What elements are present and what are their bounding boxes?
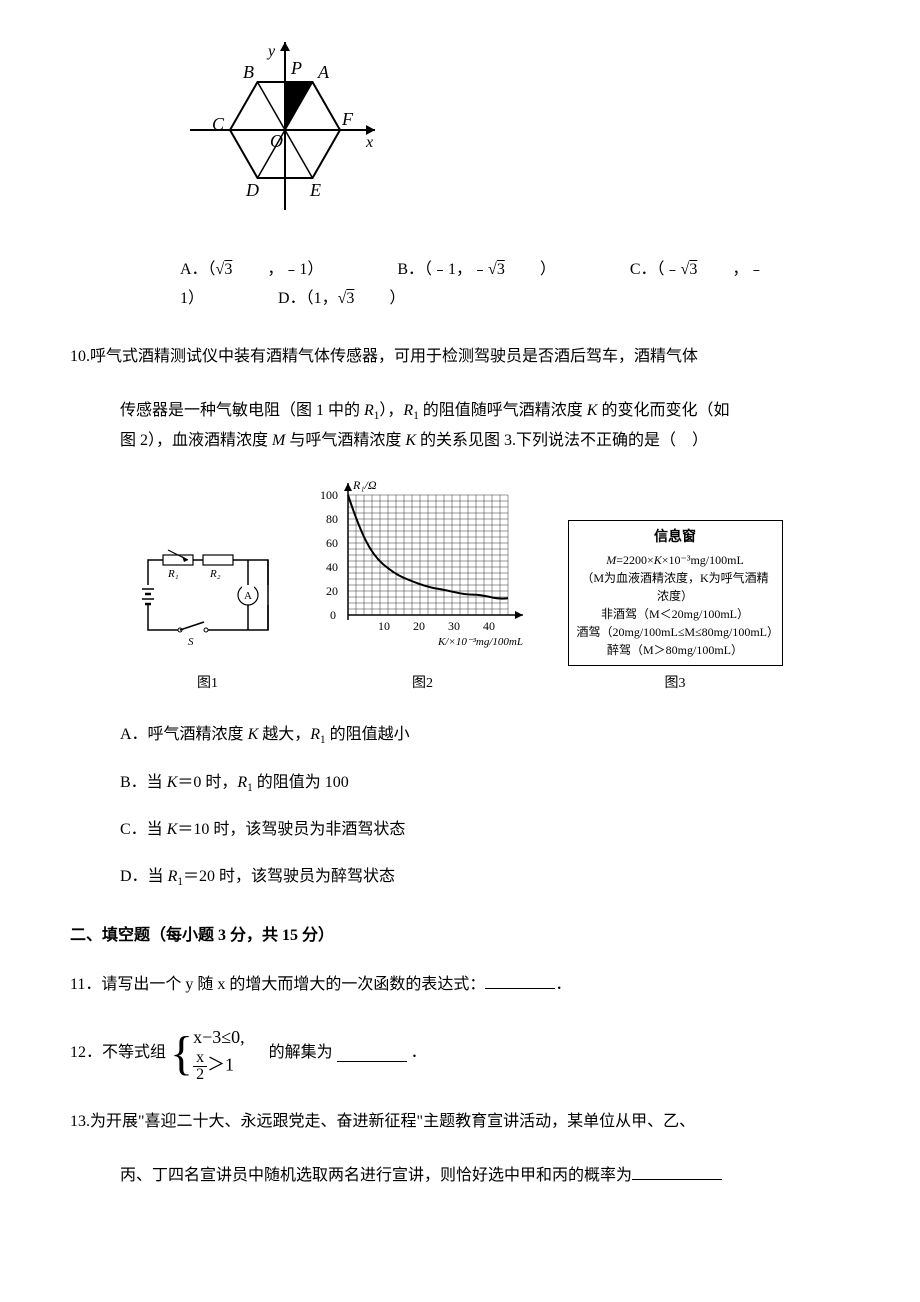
circuit-svg: A R₁ R₂ S (138, 545, 278, 655)
info-line4: 酒驾（20mg/100mL≤M≤80mg/100mL） (577, 623, 774, 641)
fig2-caption: 图2 (308, 671, 538, 696)
q12-blank[interactable] (337, 1046, 407, 1062)
svg-text:S: S (188, 636, 194, 648)
info-title: 信息窗 (577, 527, 774, 548)
inequality-system: { x−3≤0, x2＞1 (170, 1025, 245, 1083)
fig3-caption: 图3 (568, 671, 783, 696)
hexagon-figure: A B C D E F O P x y (180, 30, 850, 236)
svg-text:100: 100 (320, 488, 338, 502)
svg-text:40: 40 (326, 560, 338, 574)
svg-text:10: 10 (378, 619, 390, 633)
svg-text:R₁/Ω: R₁/Ω (352, 478, 377, 492)
q10-opt-D: D．当 R1＝20 时，该驾驶员为醉驾状态 (120, 863, 850, 892)
q13-line2: 丙、丁四名宣讲员中随机选取两名进行宣讲，则恰好选中甲和丙的概率为 (70, 1162, 850, 1191)
svg-text:80: 80 (326, 512, 338, 526)
label-O: O (270, 131, 283, 151)
q10-stem-line2: 传感器是一种气敏电阻（图 1 中的 R1），R1 的阻值随呼气酒精浓度 K 的变… (70, 397, 850, 426)
q10-opt-A: A．呼气酒精浓度 K 越大，R1 的阻值越小 (120, 721, 850, 750)
svg-text:R₁: R₁ (167, 568, 179, 580)
label-F: F (341, 109, 354, 129)
fig1-caption: 图1 (138, 671, 278, 696)
svg-text:40: 40 (483, 619, 495, 633)
label-E: E (309, 180, 321, 200)
label-D: D (245, 180, 259, 200)
info-box: 信息窗 M=2200×K×10⁻³mg/100mL （M为血液酒精浓度，K为呼气… (568, 520, 783, 666)
info-line1: M=2200×K×10⁻³mg/100mL (577, 551, 774, 569)
q10-opt-B: B．当 K＝0 时，R1 的阻值为 100 (120, 769, 850, 798)
q10-opt-C: C．当 K＝10 时，该驾驶员为非酒驾状态 (120, 816, 850, 845)
label-P: P (290, 58, 302, 78)
q10-answer-options: A．呼气酒精浓度 K 越大，R1 的阻值越小 B．当 K＝0 时，R1 的阻值为… (70, 721, 850, 892)
info-line5: 醉驾（M＞80mg/100mL） (577, 641, 774, 659)
opt-D: D．（1，√3） (278, 290, 440, 307)
q13-line1: 13.为开展"喜迎二十大、永远跟党走、奋进新征程"主题教育宣讲活动，某单位从甲、… (70, 1108, 850, 1137)
q13-blank[interactable] (632, 1164, 722, 1180)
q10-stem-line3: 图 2），血液酒精浓度 M 与呼气酒精浓度 K 的关系见图 3.下列说法不正确的… (70, 427, 850, 456)
svg-text:A: A (244, 590, 252, 602)
q11: 11．请写出一个 y 随 x 的增大而增大的一次函数的表达式：． (70, 971, 850, 1000)
figures-row: A R₁ R₂ S 图1 (70, 475, 850, 696)
label-A: A (317, 62, 330, 82)
svg-text:R₂: R₂ (209, 568, 221, 580)
info-line3: 非酒驾（M＜20mg/100mL） (577, 605, 774, 623)
svg-text:60: 60 (326, 536, 338, 550)
chart-svg: 0 20 40 60 80 100 10 20 30 40 R₁/Ω K/×10… (308, 475, 538, 655)
fig3-block: 信息窗 M=2200×K×10⁻³mg/100mL （M为血液酒精浓度，K为呼气… (568, 520, 783, 696)
q9-options: A．（√3，﹣1） B．（﹣1，﹣√3） C．（﹣√3，﹣1） D．（1，√3） (180, 256, 850, 314)
svg-text:K/×10⁻³mg/100mL: K/×10⁻³mg/100mL (437, 636, 523, 648)
opt-A: A．（√3，﹣1） (180, 261, 358, 278)
label-y: y (266, 43, 276, 60)
svg-text:20: 20 (413, 619, 425, 633)
label-B: B (243, 62, 254, 82)
q10-stem-line1: 10.呼气式酒精测试仪中装有酒精气体传感器，可用于检测驾驶员是否酒后驾车，酒精气… (70, 343, 850, 372)
svg-text:20: 20 (326, 584, 338, 598)
fig2-block: 0 20 40 60 80 100 10 20 30 40 R₁/Ω K/×10… (308, 475, 538, 696)
label-x: x (365, 134, 373, 151)
hexagon-svg: A B C D E F O P x y (180, 30, 390, 225)
label-C: C (212, 114, 225, 134)
opt-B: B．（﹣1，﹣√3） (397, 261, 590, 278)
info-line2: （M为血液酒精浓度，K为呼气酒精浓度） (577, 569, 774, 605)
q12: 12．不等式组 { x−3≤0, x2＞1 的解集为 ． (70, 1025, 850, 1083)
fig1-block: A R₁ R₂ S 图1 (138, 545, 278, 696)
svg-text:0: 0 (330, 608, 336, 622)
q11-blank[interactable] (485, 973, 555, 989)
svg-text:30: 30 (448, 619, 460, 633)
section-2-header: 二、填空题（每小题 3 分，共 15 分） (70, 922, 850, 951)
